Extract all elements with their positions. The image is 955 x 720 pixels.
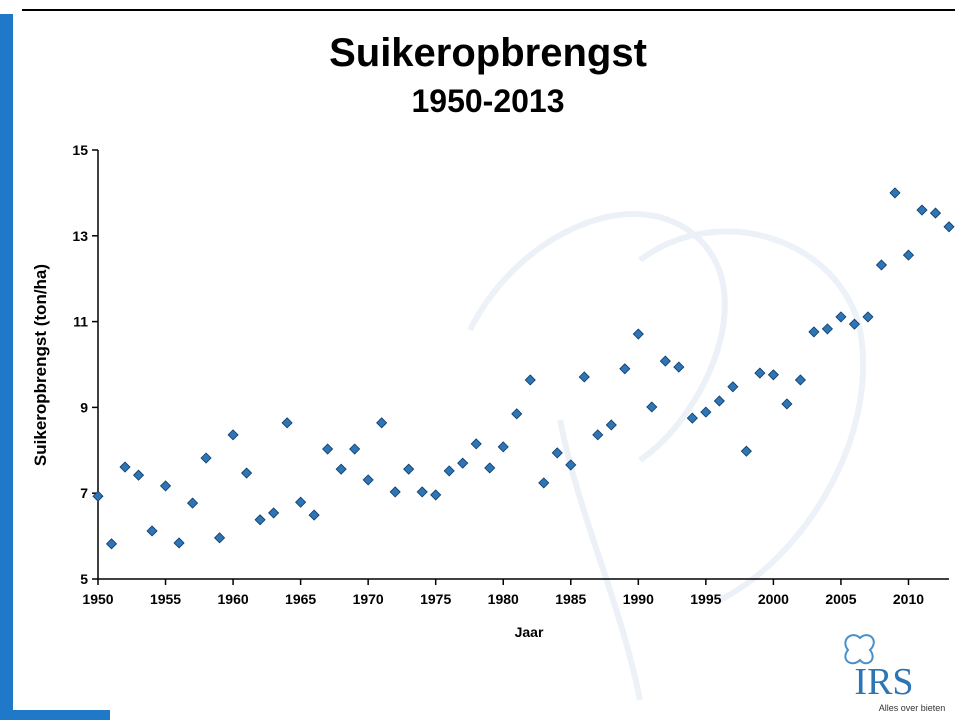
chart-subtitle: 1950-2013 [411, 83, 564, 119]
point [794, 374, 806, 386]
point [362, 474, 374, 486]
x-tick-label: 1950 [82, 591, 113, 607]
point [632, 328, 644, 340]
point [916, 204, 928, 216]
point [578, 371, 590, 383]
point [659, 355, 671, 367]
y-tick-label: 13 [72, 228, 88, 244]
point [889, 187, 901, 199]
logo-tagline: Alles over bieten [879, 703, 946, 713]
bottom-bar [0, 710, 110, 720]
y-tick-label: 5 [80, 571, 88, 587]
point [200, 452, 212, 464]
point [646, 401, 658, 413]
point [902, 249, 915, 261]
point [781, 398, 793, 410]
point [862, 311, 874, 323]
point [848, 318, 861, 330]
point [524, 374, 536, 386]
x-tick-label: 1995 [690, 591, 721, 607]
y-tick-label: 9 [80, 399, 88, 415]
point [700, 406, 712, 418]
x-tick-label: 1975 [420, 591, 451, 607]
point [403, 463, 415, 475]
x-tick-label: 2010 [893, 591, 924, 607]
left-bar [0, 14, 13, 720]
point [457, 457, 469, 469]
point [727, 381, 739, 393]
point [943, 221, 955, 233]
point [470, 438, 482, 450]
logo: IRS Alles over bieten [844, 634, 946, 713]
point [322, 443, 334, 455]
point [146, 525, 158, 537]
point [173, 537, 185, 549]
point [295, 496, 307, 508]
point [821, 323, 833, 335]
point [619, 363, 631, 375]
point [416, 486, 428, 498]
point [767, 369, 779, 381]
point [808, 326, 820, 338]
point [119, 461, 131, 473]
point [565, 459, 577, 471]
point [929, 207, 942, 219]
point [281, 417, 293, 429]
x-tick-label: 1990 [623, 591, 654, 607]
x-tick-label: 1970 [353, 591, 384, 607]
point [443, 465, 455, 477]
x-tick-label: 1965 [285, 591, 316, 607]
point [551, 447, 563, 459]
logo-icon [844, 634, 875, 665]
point [538, 477, 550, 489]
point [105, 538, 118, 550]
y-tick-label: 7 [80, 485, 88, 501]
x-axis-label: Jaar [515, 624, 544, 640]
point [335, 463, 347, 475]
point [754, 367, 766, 379]
point [254, 514, 266, 526]
point [592, 429, 604, 441]
point [713, 395, 725, 407]
y-tick-label: 11 [73, 314, 88, 330]
x-tick-label: 2005 [825, 591, 856, 607]
point [241, 467, 253, 479]
point [605, 419, 617, 431]
point [484, 462, 496, 474]
point [349, 443, 361, 455]
point [389, 486, 401, 498]
y-tick-label: 15 [72, 142, 88, 158]
x-tick-label: 1960 [218, 591, 249, 607]
x-tick-label: 1955 [150, 591, 181, 607]
point [673, 361, 685, 373]
x-tick-label: 1980 [488, 591, 519, 607]
point [511, 408, 523, 420]
point [186, 497, 199, 509]
point [497, 441, 509, 453]
point [686, 412, 698, 424]
point [268, 507, 280, 519]
watermark [467, 211, 867, 701]
x-tick-label: 1985 [555, 591, 586, 607]
logo-name: IRS [854, 661, 913, 703]
point [214, 532, 226, 544]
y-axis-label: Suikeropbrengst (ton/ha) [31, 264, 50, 466]
chart-title: Suikeropbrengst [329, 31, 647, 75]
point [132, 469, 145, 481]
point [376, 417, 388, 429]
point [159, 480, 172, 492]
x-tick-label: 2000 [758, 591, 789, 607]
point [740, 445, 752, 457]
point [92, 490, 104, 502]
point [430, 489, 442, 501]
point [835, 311, 847, 323]
point [227, 429, 239, 441]
point [875, 259, 888, 271]
point [308, 509, 320, 521]
